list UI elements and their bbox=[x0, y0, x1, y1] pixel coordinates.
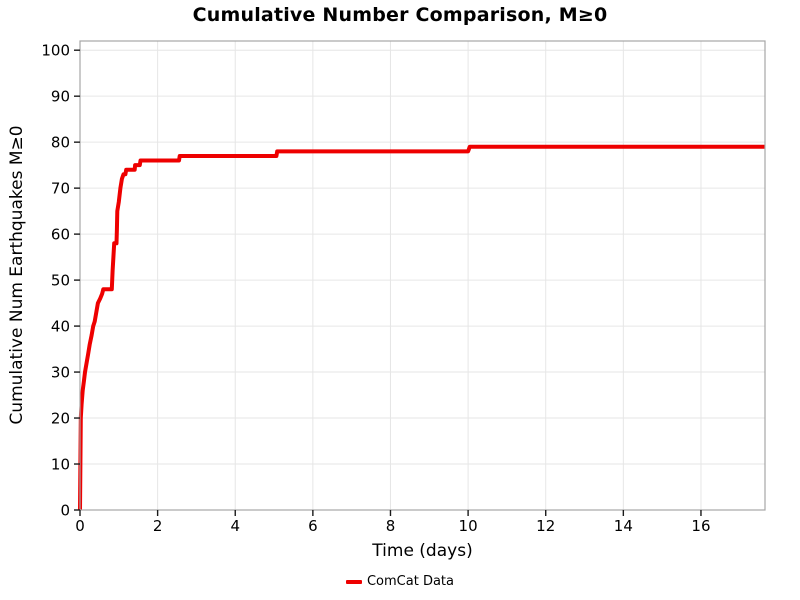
x-tick-label: 6 bbox=[308, 517, 318, 535]
comcat-data-line bbox=[78, 144, 765, 511]
legend-line-marker bbox=[345, 579, 362, 584]
x-tick-label: 10 bbox=[459, 517, 478, 535]
x-tick-label: 2 bbox=[153, 517, 163, 535]
y-tick-label: 30 bbox=[51, 364, 70, 382]
y-tick-label: 60 bbox=[51, 226, 70, 244]
chart-title: Cumulative Number Comparison, M≥0 bbox=[192, 4, 608, 26]
y-tick-label: 40 bbox=[51, 318, 70, 336]
x-tick-label: 0 bbox=[75, 517, 85, 535]
y-tick-label: 90 bbox=[51, 88, 70, 106]
y-axis-label: Cumulative Num Earthquakes M≥0 bbox=[7, 125, 27, 425]
legend-label: ComCat Data bbox=[366, 574, 454, 589]
legend: ComCat Data bbox=[0, 574, 800, 589]
y-tick-label: 0 bbox=[60, 502, 70, 520]
y-tick-label: 80 bbox=[51, 134, 70, 152]
y-tick-label: 20 bbox=[51, 410, 70, 428]
x-tick-label: 8 bbox=[386, 517, 396, 535]
plot-border bbox=[79, 40, 766, 511]
x-tick-label: 14 bbox=[614, 517, 633, 535]
y-tick-label: 100 bbox=[41, 42, 70, 60]
x-axis-label: Time (days) bbox=[372, 541, 473, 561]
y-tick-label: 50 bbox=[51, 272, 70, 290]
y-tick-label: 70 bbox=[51, 180, 70, 198]
y-tick-label: 10 bbox=[51, 456, 70, 474]
x-tick-label: 4 bbox=[230, 517, 240, 535]
x-tick-label: 16 bbox=[691, 517, 710, 535]
x-tick-label: 12 bbox=[536, 517, 555, 535]
